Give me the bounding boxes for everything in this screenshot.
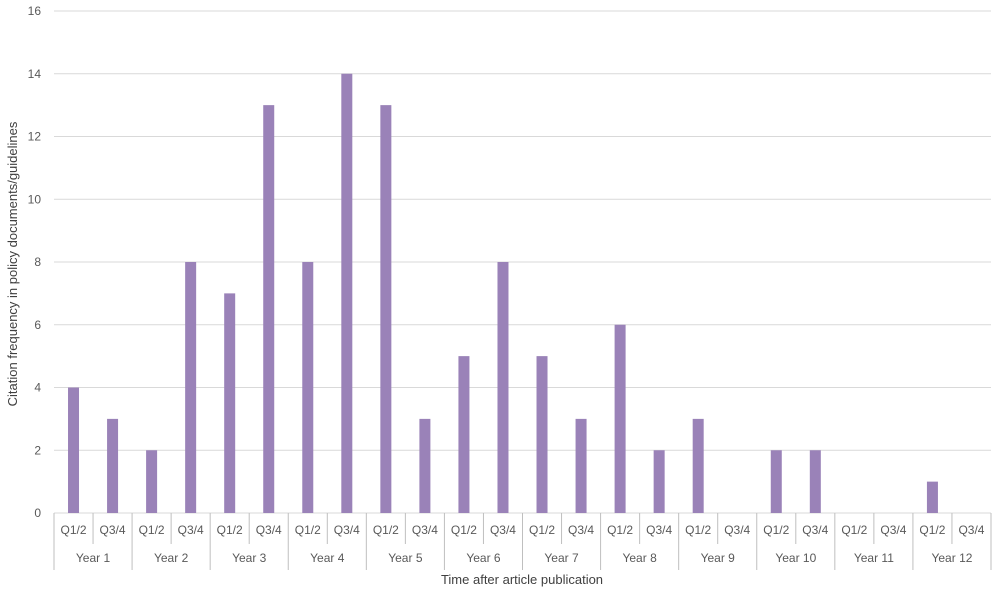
x-group-label: Year 11	[854, 551, 894, 565]
bar	[224, 293, 236, 513]
y-tick-label: 10	[28, 192, 42, 206]
x-tick-label: Q3/4	[568, 523, 594, 537]
x-group-label: Year 1	[76, 551, 111, 565]
x-group-label: Year 8	[622, 551, 657, 565]
bar	[575, 418, 587, 513]
y-axis-ticks: 0 2 4 6 8 10 12 14 16	[28, 4, 42, 520]
x-tick-label: Q3/4	[880, 523, 906, 537]
bar	[419, 418, 431, 513]
x-tick-label: Q1/2	[217, 523, 243, 537]
bar	[809, 450, 821, 513]
y-axis-title: Citation frequency in policy documents/g…	[5, 121, 20, 406]
x-tick-label: Q3/4	[412, 523, 438, 537]
bar	[263, 105, 275, 513]
x-tick-label: Q1/2	[61, 523, 87, 537]
x-tick-label: Q1/2	[607, 523, 633, 537]
x-tick-label: Q1/2	[763, 523, 789, 537]
bar	[302, 262, 314, 513]
x-tick-label: Q3/4	[646, 523, 672, 537]
bar	[692, 418, 704, 513]
x-tick-label: Q1/2	[529, 523, 555, 537]
y-tick-label: 6	[34, 318, 41, 332]
x-axis-title: Time after article publication	[441, 572, 603, 587]
x-tick-label: Q1/2	[451, 523, 477, 537]
y-tick-label: 14	[28, 67, 42, 81]
x-group-label: Year 9	[701, 551, 736, 565]
x-tick-label: Q1/2	[373, 523, 399, 537]
x-tick-label: Q3/4	[724, 523, 750, 537]
bar	[458, 356, 470, 513]
x-group-label: Year 6	[466, 551, 501, 565]
x-group-label: Year 2	[154, 551, 189, 565]
x-tick-label: Q1/2	[919, 523, 945, 537]
y-tick-label: 0	[34, 506, 41, 520]
x-group-label: Year 7	[544, 551, 579, 565]
bar	[341, 73, 353, 513]
y-tick-label: 12	[28, 130, 42, 144]
x-tick-label: Q3/4	[802, 523, 828, 537]
bar	[926, 481, 938, 513]
bar	[497, 262, 509, 513]
y-tick-label: 4	[34, 381, 41, 395]
x-tick-label: Q3/4	[958, 523, 984, 537]
x-group-label: Year 3	[232, 551, 267, 565]
x-tick-label: Q1/2	[139, 523, 165, 537]
x-tick-label: Q3/4	[100, 523, 126, 537]
bar	[185, 262, 197, 513]
x-tick-label: Q1/2	[685, 523, 711, 537]
gridlines	[54, 10, 991, 514]
x-axis: Q1/2 Q3/4 Q1/2 Q3/4 Q1/2 Q3/4 Q1/2 Q3/4 Q1/2 Q3/4…	[53, 513, 992, 570]
y-tick-label: 16	[28, 4, 42, 18]
x-group-label: Year 4	[310, 551, 345, 565]
bar	[653, 450, 665, 513]
x-tick-label: Q3/4	[490, 523, 516, 537]
x-tick-label: Q1/2	[295, 523, 321, 537]
bar	[770, 450, 782, 513]
bar	[614, 324, 626, 513]
x-group-label: Year 10	[775, 551, 816, 565]
y-tick-label: 8	[34, 255, 41, 269]
x-group-label: Year 5	[388, 551, 423, 565]
bar	[380, 105, 392, 513]
x-group-label: Year 12	[931, 551, 972, 565]
y-tick-label: 2	[34, 443, 41, 457]
bar	[146, 450, 158, 513]
bar	[536, 356, 548, 513]
bar	[68, 387, 80, 513]
bars	[68, 73, 938, 513]
x-tick-label: Q1/2	[841, 523, 867, 537]
x-tick-label: Q3/4	[178, 523, 204, 537]
x-tick-label: Q3/4	[334, 523, 360, 537]
x-tick-label: Q3/4	[256, 523, 282, 537]
bar	[107, 418, 119, 513]
